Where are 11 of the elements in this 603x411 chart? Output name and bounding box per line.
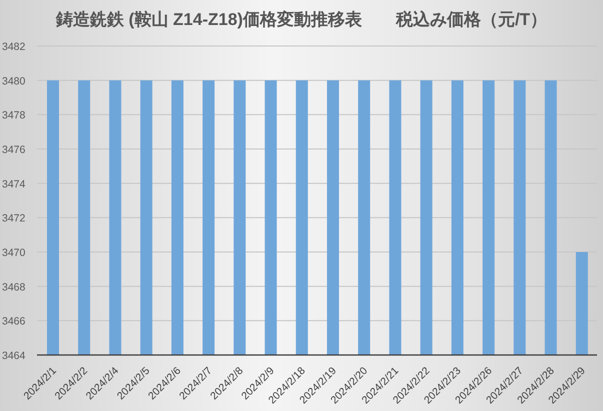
- y-tick-label: 3464: [2, 350, 26, 362]
- y-tick-label: 3468: [2, 281, 26, 294]
- y-tick-label: 3466: [2, 316, 26, 328]
- chart-title: 鋳造銑鉄 (鞍山 Z14-Z18)価格変動推移表 税込み価格（元/T）: [54, 9, 548, 31]
- y-tick-label: 3474: [2, 178, 26, 190]
- y-tick-label: 3470: [2, 247, 26, 259]
- y-tick-label: 3478: [2, 110, 26, 122]
- y-tick-label: 3476: [2, 144, 26, 156]
- y-tick-label: 3480: [2, 75, 26, 88]
- y-tick-label: 3482: [2, 41, 26, 53]
- y-tick-label: 3472: [2, 212, 26, 225]
